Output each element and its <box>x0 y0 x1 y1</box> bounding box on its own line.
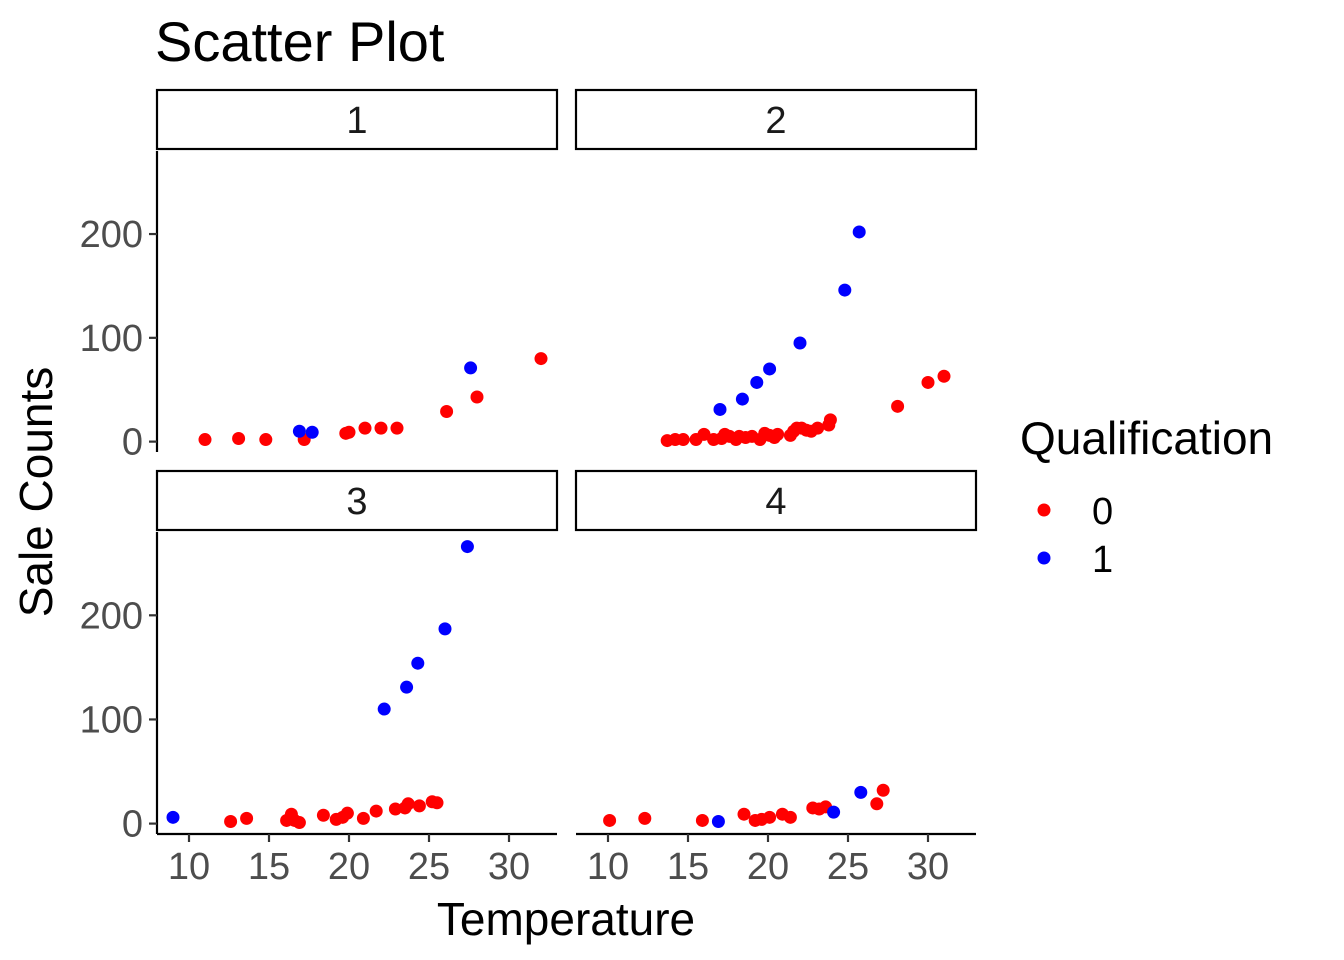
data-point <box>876 783 890 797</box>
data-point <box>937 369 951 383</box>
legend-label: 1 <box>1092 539 1113 581</box>
legend-key <box>1037 503 1051 517</box>
y-tick-label: 0 <box>122 804 143 846</box>
data-point <box>811 421 825 435</box>
y-tick-label: 100 <box>80 699 143 741</box>
facet-strip <box>155 88 559 151</box>
data-point <box>676 433 690 447</box>
facet-panel-4: 4 10 15 20 25 30 <box>574 469 978 888</box>
data-point <box>356 811 370 825</box>
x-tick-label: 25 <box>408 846 450 888</box>
data-point <box>369 804 383 818</box>
x-axis-label: Temperature <box>437 893 695 945</box>
x-tick-label: 30 <box>907 846 949 888</box>
data-point <box>763 362 777 376</box>
data-point <box>891 399 905 413</box>
data-point <box>390 421 404 435</box>
legend-key <box>1037 551 1051 565</box>
x-tick-label: 20 <box>328 846 370 888</box>
x-tick-label: 20 <box>747 846 789 888</box>
data-point <box>358 421 372 435</box>
data-point <box>412 799 426 813</box>
data-point <box>460 540 474 554</box>
data-point <box>316 808 330 822</box>
data-point <box>198 433 212 447</box>
data-point <box>411 656 425 670</box>
facet-panel-1: 1 0 100 200 <box>80 88 559 464</box>
data-point <box>713 402 727 416</box>
facet-strip-label: 3 <box>346 481 367 523</box>
x-tick-label: 25 <box>827 846 869 888</box>
data-point <box>827 805 841 819</box>
data-point <box>838 283 852 297</box>
data-point <box>292 424 306 438</box>
data-point <box>259 433 273 447</box>
data-point <box>292 816 306 830</box>
data-point <box>374 421 388 435</box>
y-tick-label: 200 <box>80 214 143 256</box>
data-point <box>438 622 452 636</box>
x-tick-label: 10 <box>168 846 210 888</box>
data-point <box>735 392 749 406</box>
legend-label: 0 <box>1092 491 1113 533</box>
data-point <box>603 813 617 827</box>
data-point <box>823 413 837 427</box>
data-point <box>305 425 319 439</box>
data-point <box>224 815 238 829</box>
chart-title: Scatter Plot <box>155 10 445 73</box>
y-tick-label: 0 <box>122 422 143 464</box>
data-point <box>377 702 391 716</box>
data-point <box>388 802 402 816</box>
data-point <box>697 427 711 441</box>
data-point <box>921 375 935 389</box>
data-point <box>870 797 884 811</box>
legend: Qualification 01 <box>1020 412 1273 581</box>
data-point <box>240 811 254 825</box>
data-point <box>464 361 478 375</box>
facet-panel-2: 2 <box>574 88 978 448</box>
x-tick-label: 10 <box>587 846 629 888</box>
data-point <box>232 432 246 446</box>
data-point <box>534 352 548 366</box>
data-point <box>750 375 764 389</box>
y-tick-label: 200 <box>80 595 143 637</box>
data-point <box>771 427 785 441</box>
data-point <box>400 680 414 694</box>
data-point <box>854 785 868 799</box>
data-point <box>763 810 777 824</box>
data-point <box>342 425 356 439</box>
legend-entries: 01 <box>1037 491 1113 581</box>
data-point <box>737 807 751 821</box>
x-tick-label: 30 <box>488 846 530 888</box>
data-point <box>440 405 454 419</box>
data-point <box>711 815 725 829</box>
y-tick-label: 100 <box>80 318 143 360</box>
facet-strip <box>574 88 978 151</box>
data-point <box>166 810 180 824</box>
data-point <box>793 336 807 350</box>
data-point <box>401 797 415 811</box>
data-point <box>470 390 484 404</box>
facet-strip-label: 4 <box>765 481 786 523</box>
data-point <box>695 813 709 827</box>
facet-strip-label: 2 <box>765 100 786 142</box>
data-point <box>638 811 652 825</box>
data-point <box>340 806 354 820</box>
x-tick-label: 15 <box>667 846 709 888</box>
facet-strip <box>574 469 978 532</box>
data-point <box>852 225 866 239</box>
facet-strip <box>155 469 559 532</box>
y-axis-label: Sale Counts <box>10 367 62 618</box>
facet-strip-label: 1 <box>346 100 367 142</box>
data-point <box>783 810 797 824</box>
x-tick-label: 15 <box>248 846 290 888</box>
legend-title: Qualification <box>1020 412 1273 464</box>
data-point <box>430 796 444 810</box>
